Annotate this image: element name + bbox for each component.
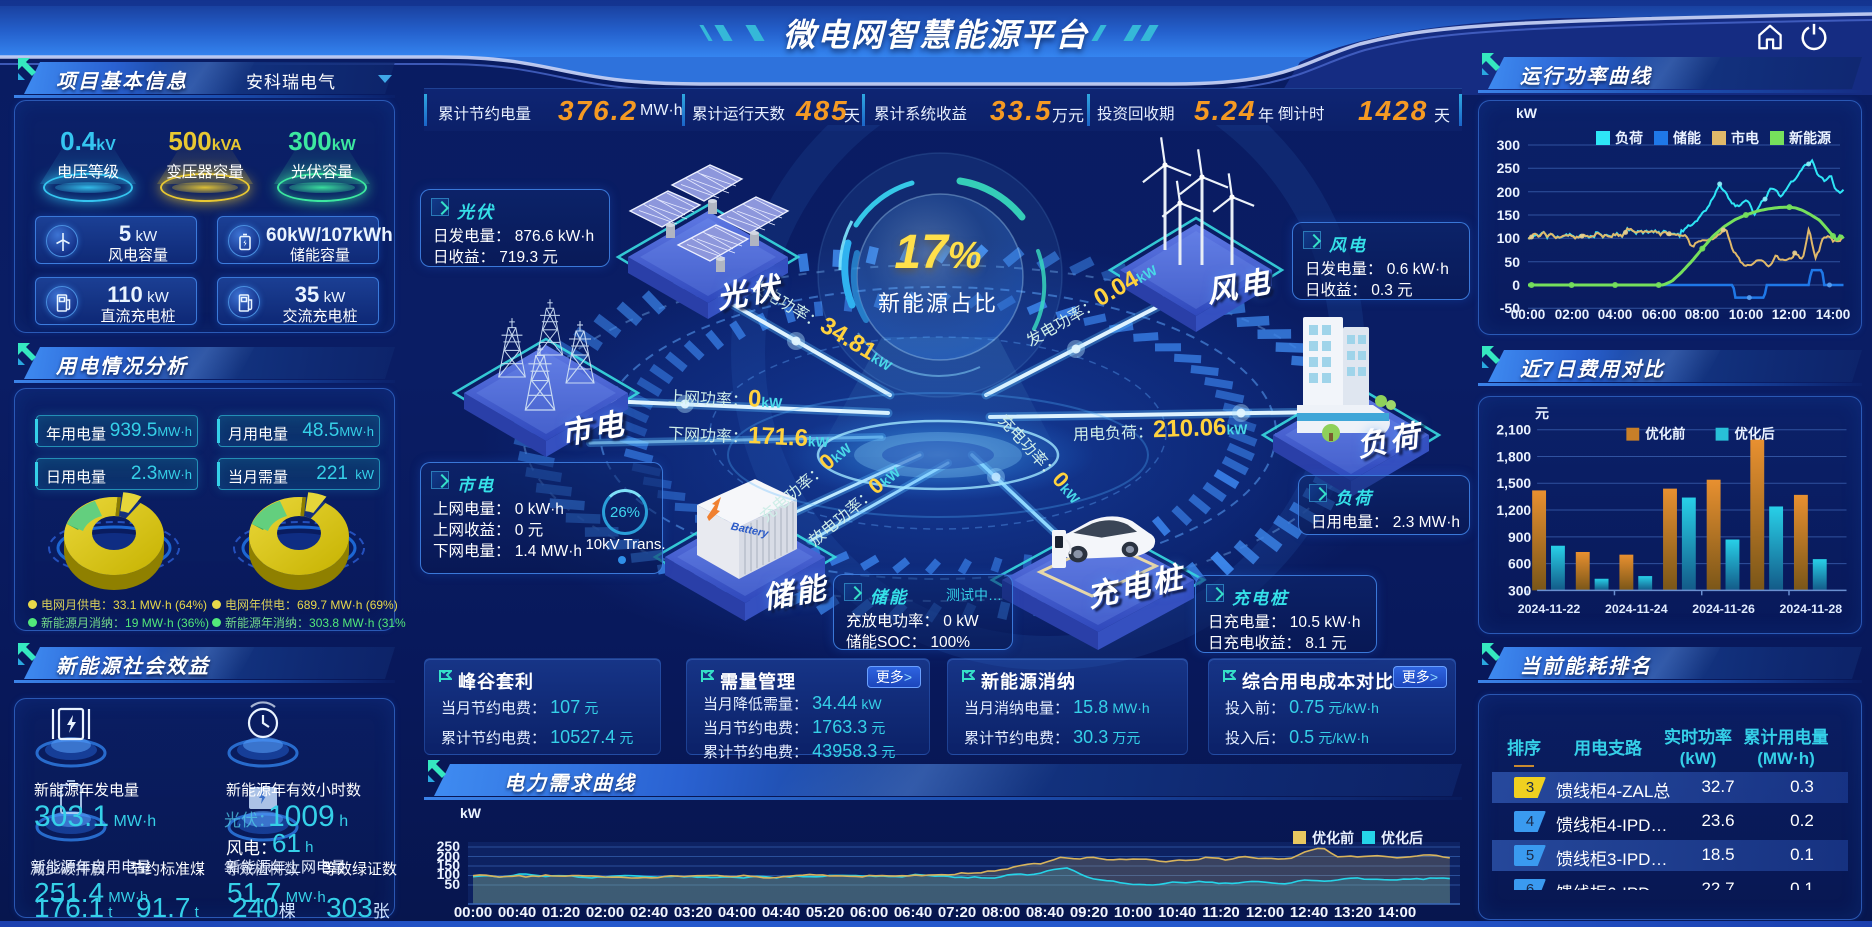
svg-text:1,200: 1,200: [1496, 502, 1531, 518]
svg-text:300: 300: [1497, 137, 1521, 153]
svg-text:150: 150: [1497, 207, 1521, 223]
svg-text:08:00: 08:00: [1685, 307, 1720, 322]
svg-text:08:00: 08:00: [982, 904, 1020, 921]
svg-text:300: 300: [1508, 582, 1531, 598]
svg-text:02:00: 02:00: [586, 904, 624, 921]
svg-text:元: 元: [1535, 405, 1549, 421]
svg-text:优化后: 优化后: [1381, 830, 1423, 846]
svg-text:09:20: 09:20: [1070, 904, 1108, 921]
svg-text:05:20: 05:20: [806, 904, 844, 921]
svg-text:04:40: 04:40: [762, 904, 800, 921]
svg-text:12:40: 12:40: [1290, 904, 1328, 921]
svg-text:100: 100: [1497, 230, 1521, 246]
svg-text:10:00: 10:00: [1729, 307, 1764, 322]
svg-text:04:00: 04:00: [1598, 307, 1633, 322]
svg-text:250: 250: [437, 838, 461, 854]
svg-text:10:00: 10:00: [1114, 904, 1152, 921]
svg-text:2024-11-22: 2024-11-22: [1518, 602, 1581, 616]
svg-text:11:20: 11:20: [1202, 904, 1240, 921]
svg-text:02:00: 02:00: [1555, 307, 1590, 322]
svg-text:12:00: 12:00: [1246, 904, 1284, 921]
svg-text:200: 200: [437, 848, 461, 864]
svg-text:储能: 储能: [1672, 130, 1701, 146]
svg-text:2024-11-28: 2024-11-28: [1780, 602, 1843, 616]
svg-text:优化后: 优化后: [1734, 426, 1775, 442]
svg-text:200: 200: [1497, 184, 1521, 200]
svg-text:900: 900: [1508, 529, 1531, 545]
svg-text:100: 100: [437, 866, 461, 882]
svg-text:600: 600: [1508, 556, 1531, 572]
svg-text:50: 50: [1504, 254, 1520, 270]
svg-text:2,100: 2,100: [1496, 422, 1531, 438]
svg-text:14:00: 14:00: [1816, 307, 1851, 322]
svg-text:负荷: 负荷: [1615, 130, 1643, 146]
svg-text:12:00: 12:00: [1772, 307, 1807, 322]
svg-text:03:20: 03:20: [674, 904, 712, 921]
svg-text:-50: -50: [1500, 300, 1520, 316]
svg-text:kW: kW: [460, 805, 482, 821]
svg-text:新能源: 新能源: [1789, 130, 1831, 146]
svg-text:1,500: 1,500: [1496, 475, 1531, 491]
svg-text:50: 50: [444, 876, 460, 892]
svg-text:14:00: 14:00: [1378, 904, 1416, 921]
svg-text:2024-11-24: 2024-11-24: [1605, 602, 1668, 616]
svg-text:02:40: 02:40: [630, 904, 668, 921]
svg-text:10:40: 10:40: [1158, 904, 1196, 921]
svg-text:优化前: 优化前: [1312, 830, 1354, 846]
svg-text:00:40: 00:40: [498, 904, 536, 921]
svg-text:kW: kW: [1516, 105, 1538, 121]
svg-text:06:40: 06:40: [894, 904, 932, 921]
svg-text:06:00: 06:00: [850, 904, 888, 921]
svg-text:0: 0: [1512, 277, 1520, 293]
svg-text:250: 250: [1497, 160, 1521, 176]
svg-text:1,800: 1,800: [1496, 448, 1531, 464]
svg-text:08:40: 08:40: [1026, 904, 1064, 921]
svg-text:市电: 市电: [1731, 130, 1759, 146]
svg-text:06:00: 06:00: [1642, 307, 1677, 322]
svg-text:13:20: 13:20: [1334, 904, 1372, 921]
svg-text:00:00: 00:00: [1511, 307, 1546, 322]
svg-text:01:20: 01:20: [542, 904, 580, 921]
svg-text:2024-11-26: 2024-11-26: [1692, 602, 1755, 616]
svg-text:150: 150: [437, 857, 461, 873]
svg-text:00:00: 00:00: [454, 904, 492, 921]
svg-text:04:00: 04:00: [718, 904, 756, 921]
svg-text:07:20: 07:20: [938, 904, 976, 921]
svg-text:优化前: 优化前: [1645, 426, 1685, 442]
